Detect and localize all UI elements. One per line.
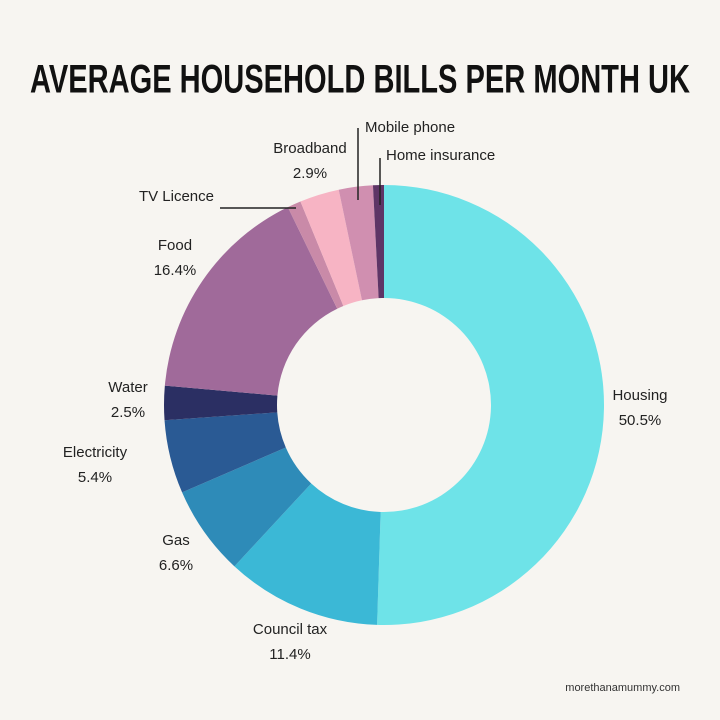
value-label: 6.6%: [159, 557, 193, 574]
value-label: 11.4%: [269, 646, 310, 663]
chart-title: AVERAGE HOUSEHOLD BILLS PER MONTH UK: [30, 58, 690, 102]
value-label: 2.5%: [111, 404, 145, 421]
category-label: Electricity: [63, 444, 128, 461]
category-label: Food: [158, 237, 192, 254]
slice: [234, 483, 381, 625]
category-label: Mobile phone: [365, 119, 455, 136]
slice: [182, 447, 312, 567]
category-label: TV Licence: [139, 188, 214, 205]
category-label: Home insurance: [386, 147, 495, 164]
slice: [164, 412, 286, 493]
category-label: Broadband: [273, 140, 346, 157]
slice: [338, 185, 379, 301]
category-label: Gas: [162, 532, 190, 549]
category-label: Council tax: [253, 621, 328, 638]
slice: [372, 185, 384, 299]
slice: [287, 201, 344, 309]
value-label: 50.5%: [619, 412, 662, 429]
value-label: 16.4%: [154, 262, 197, 279]
slice: [164, 207, 338, 396]
slice: [300, 189, 362, 307]
value-label: 5.4%: [78, 469, 112, 486]
slice: [163, 385, 278, 421]
value-label: 2.9%: [293, 165, 327, 182]
category-label: Housing: [612, 387, 667, 404]
category-label: Water: [108, 379, 147, 396]
slice: [377, 185, 605, 625]
source: morethanamummy.com: [565, 682, 680, 694]
